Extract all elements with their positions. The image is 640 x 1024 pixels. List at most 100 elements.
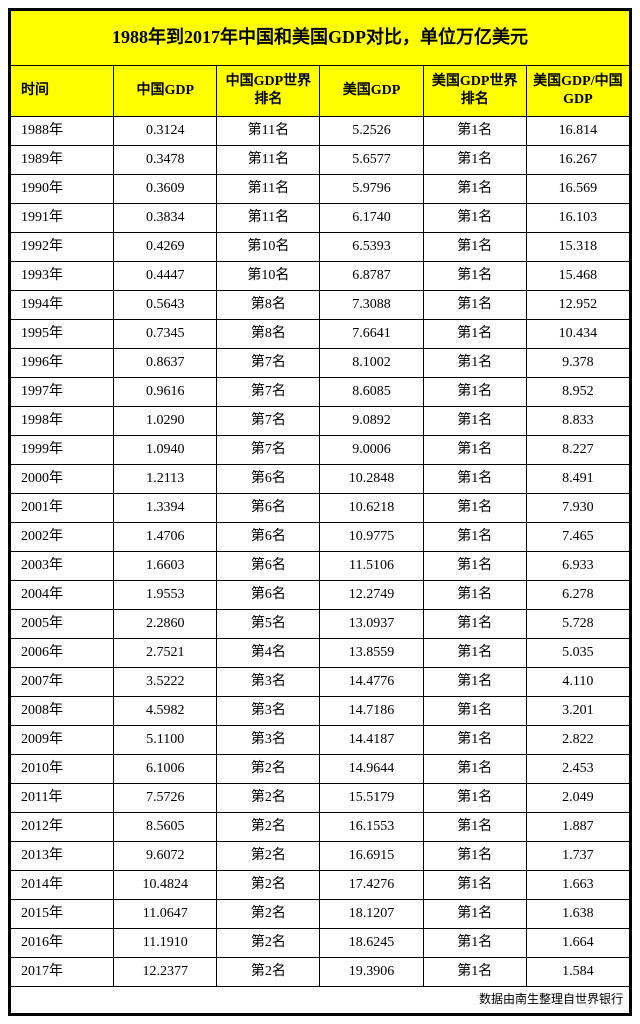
- cell-year: 1999年: [11, 436, 114, 465]
- table-row: 1993年0.4447第10名6.8787第1名15.468: [11, 262, 630, 291]
- table-row: 1997年0.9616第7名8.6085第1名8.952: [11, 378, 630, 407]
- cell-ratio: 5.035: [526, 639, 629, 668]
- cell-china-gdp: 4.5982: [114, 697, 217, 726]
- cell-year: 2001年: [11, 494, 114, 523]
- cell-year: 2007年: [11, 668, 114, 697]
- cell-ratio: 1.887: [526, 813, 629, 842]
- cell-year: 2008年: [11, 697, 114, 726]
- cell-usa-rank: 第1名: [423, 233, 526, 262]
- cell-ratio: 16.569: [526, 175, 629, 204]
- table-row: 2010年6.1006第2名14.9644第1名2.453: [11, 755, 630, 784]
- table-row: 1994年0.5643第8名7.3088第1名12.952: [11, 291, 630, 320]
- cell-usa-gdp: 14.9644: [320, 755, 423, 784]
- cell-china-rank: 第6名: [217, 581, 320, 610]
- cell-year: 2012年: [11, 813, 114, 842]
- cell-china-rank: 第6名: [217, 552, 320, 581]
- cell-usa-gdp: 19.3906: [320, 958, 423, 987]
- cell-year: 1996年: [11, 349, 114, 378]
- cell-usa-rank: 第1名: [423, 175, 526, 204]
- table-row: 2004年1.9553第6名12.2749第1名6.278: [11, 581, 630, 610]
- cell-ratio: 2.822: [526, 726, 629, 755]
- cell-ratio: 2.049: [526, 784, 629, 813]
- cell-china-gdp: 1.0290: [114, 407, 217, 436]
- cell-usa-rank: 第1名: [423, 871, 526, 900]
- cell-year: 1989年: [11, 146, 114, 175]
- cell-usa-gdp: 18.1207: [320, 900, 423, 929]
- cell-ratio: 16.814: [526, 117, 629, 146]
- cell-usa-rank: 第1名: [423, 842, 526, 871]
- cell-year: 2003年: [11, 552, 114, 581]
- cell-china-rank: 第2名: [217, 929, 320, 958]
- cell-year: 2013年: [11, 842, 114, 871]
- cell-china-gdp: 5.1100: [114, 726, 217, 755]
- table-row: 1996年0.8637第7名8.1002第1名9.378: [11, 349, 630, 378]
- cell-usa-rank: 第1名: [423, 581, 526, 610]
- cell-china-gdp: 0.3834: [114, 204, 217, 233]
- cell-ratio: 16.103: [526, 204, 629, 233]
- cell-china-rank: 第7名: [217, 349, 320, 378]
- table-row: 2012年8.5605第2名16.1553第1名1.887: [11, 813, 630, 842]
- cell-year: 1997年: [11, 378, 114, 407]
- cell-china-gdp: 0.4447: [114, 262, 217, 291]
- cell-usa-gdp: 5.6577: [320, 146, 423, 175]
- cell-china-gdp: 0.3609: [114, 175, 217, 204]
- cell-ratio: 16.267: [526, 146, 629, 175]
- cell-china-rank: 第7名: [217, 378, 320, 407]
- cell-usa-rank: 第1名: [423, 552, 526, 581]
- table-row: 2002年1.4706第6名10.9775第1名7.465: [11, 523, 630, 552]
- cell-china-gdp: 0.3124: [114, 117, 217, 146]
- cell-china-rank: 第2名: [217, 755, 320, 784]
- cell-usa-gdp: 10.2848: [320, 465, 423, 494]
- cell-ratio: 15.318: [526, 233, 629, 262]
- cell-usa-rank: 第1名: [423, 726, 526, 755]
- table-row: 1990年0.3609第11名5.9796第1名16.569: [11, 175, 630, 204]
- cell-usa-gdp: 13.8559: [320, 639, 423, 668]
- cell-china-gdp: 1.9553: [114, 581, 217, 610]
- cell-usa-gdp: 14.4187: [320, 726, 423, 755]
- table-row: 2005年2.2860第5名13.0937第1名5.728: [11, 610, 630, 639]
- table-row: 2009年5.1100第3名14.4187第1名2.822: [11, 726, 630, 755]
- cell-ratio: 2.453: [526, 755, 629, 784]
- cell-china-gdp: 1.3394: [114, 494, 217, 523]
- cell-china-rank: 第7名: [217, 436, 320, 465]
- cell-ratio: 9.378: [526, 349, 629, 378]
- cell-usa-gdp: 12.2749: [320, 581, 423, 610]
- cell-china-rank: 第5名: [217, 610, 320, 639]
- cell-usa-rank: 第1名: [423, 929, 526, 958]
- cell-year: 1995年: [11, 320, 114, 349]
- cell-china-rank: 第3名: [217, 668, 320, 697]
- gdp-comparison-table: 1988年到2017年中国和美国GDP对比，单位万亿美元 时间 中国GDP 中国…: [10, 10, 630, 1014]
- table-header-row: 时间 中国GDP 中国GDP世界排名 美国GDP 美国GDP世界排名 美国GDP…: [11, 66, 630, 117]
- cell-usa-gdp: 17.4276: [320, 871, 423, 900]
- cell-china-gdp: 6.1006: [114, 755, 217, 784]
- cell-china-gdp: 2.2860: [114, 610, 217, 639]
- cell-ratio: 8.833: [526, 407, 629, 436]
- cell-year: 1992年: [11, 233, 114, 262]
- table-row: 2016年11.1910第2名18.6245第1名1.664: [11, 929, 630, 958]
- cell-china-rank: 第11名: [217, 204, 320, 233]
- table-row: 2003年1.6603第6名11.5106第1名6.933: [11, 552, 630, 581]
- col-header-china-rank: 中国GDP世界排名: [217, 66, 320, 117]
- cell-usa-gdp: 5.9796: [320, 175, 423, 204]
- cell-usa-gdp: 11.5106: [320, 552, 423, 581]
- cell-china-gdp: 0.8637: [114, 349, 217, 378]
- table-row: 2008年4.5982第3名14.7186第1名3.201: [11, 697, 630, 726]
- cell-china-rank: 第11名: [217, 146, 320, 175]
- cell-china-rank: 第10名: [217, 262, 320, 291]
- table-row: 2017年12.2377第2名19.3906第1名1.584: [11, 958, 630, 987]
- cell-year: 1991年: [11, 204, 114, 233]
- table-footer: 数据由南生整理自世界银行: [11, 987, 630, 1014]
- cell-year: 1994年: [11, 291, 114, 320]
- cell-usa-gdp: 6.5393: [320, 233, 423, 262]
- cell-ratio: 1.663: [526, 871, 629, 900]
- cell-china-gdp: 11.0647: [114, 900, 217, 929]
- cell-china-gdp: 8.5605: [114, 813, 217, 842]
- cell-ratio: 8.952: [526, 378, 629, 407]
- cell-ratio: 1.584: [526, 958, 629, 987]
- cell-year: 2005年: [11, 610, 114, 639]
- cell-usa-gdp: 9.0892: [320, 407, 423, 436]
- cell-china-rank: 第2名: [217, 958, 320, 987]
- cell-year: 1998年: [11, 407, 114, 436]
- cell-china-rank: 第2名: [217, 784, 320, 813]
- cell-usa-rank: 第1名: [423, 407, 526, 436]
